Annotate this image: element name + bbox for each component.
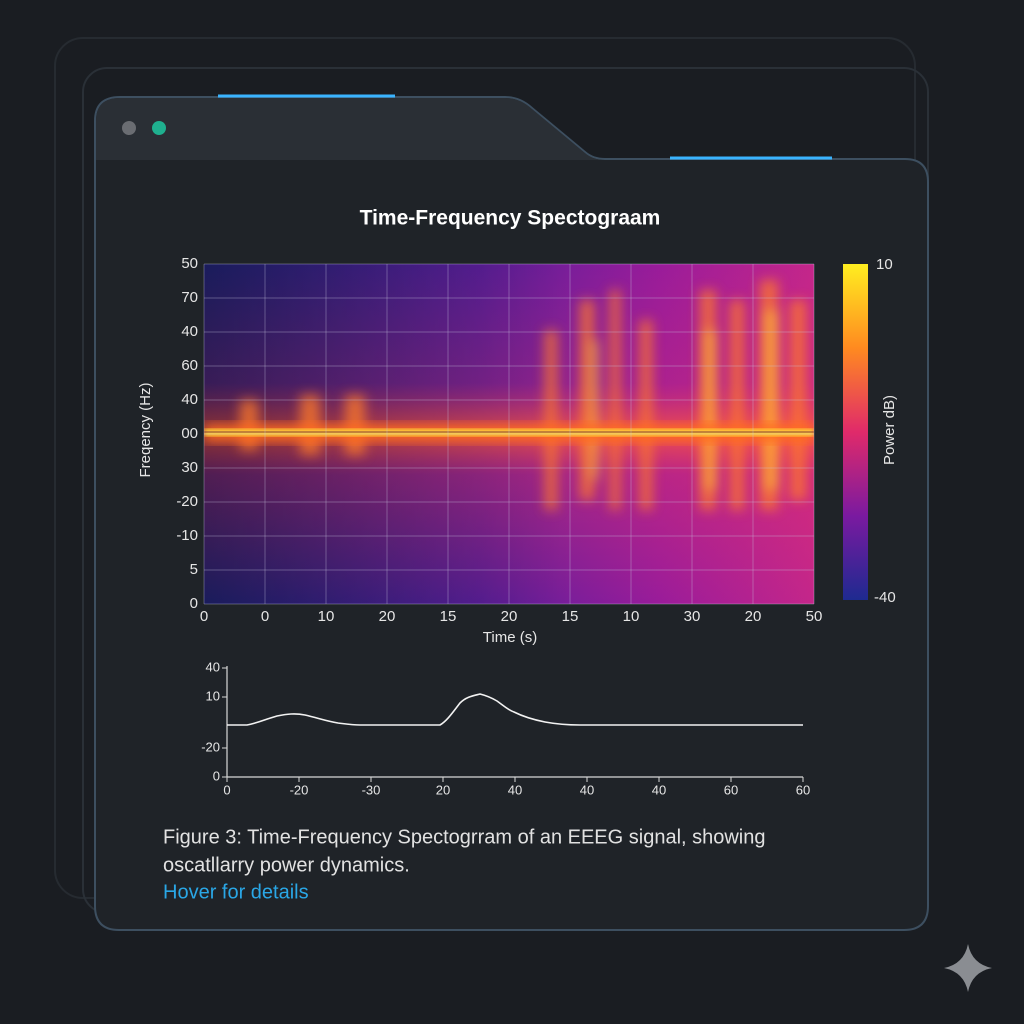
figure-title: Time-Frequency Spectograam: [360, 207, 661, 230]
y-tick-label: 00: [181, 425, 198, 442]
y-tick-label: 70: [181, 289, 198, 306]
x-tick-label: -30: [362, 782, 381, 797]
y-tick-label: 60: [181, 357, 198, 374]
x-tick-label: 0: [261, 608, 269, 625]
x-tick-label: 20: [745, 608, 762, 625]
window-dot[interactable]: [122, 121, 136, 135]
x-tick-label: 40: [652, 782, 666, 797]
x-tick-label: 20: [436, 782, 450, 797]
y-tick-label: 40: [181, 391, 198, 408]
caption-line: Figure 3: Time-Frequency Spectogrram of …: [163, 826, 766, 848]
y-tick-label: 40: [181, 323, 198, 340]
y-tick-label: -10: [176, 527, 198, 544]
y-tick-label: 10: [206, 688, 220, 703]
colorbar-min-label: -40: [874, 589, 896, 606]
grid: [203, 263, 815, 605]
trace-ticks: 40 10 -20 00 -20 -30 20 40 40 40 60 60: [201, 659, 810, 797]
caption-line: oscatllarry power dynamics.: [163, 854, 410, 876]
x-tick-label: 40: [508, 782, 522, 797]
x-tick-label: 60: [796, 782, 810, 797]
x-tick-label: 0: [223, 782, 230, 797]
x-tick-label: 60: [724, 782, 738, 797]
details-link[interactable]: Hover for details: [163, 881, 309, 903]
x-tick-label: -20: [290, 782, 309, 797]
spectrogram-image: [204, 264, 814, 604]
sparkle-icon: [944, 944, 992, 992]
y-tick-label: 50: [181, 255, 198, 272]
y-axis-label: Freqency (Hz): [137, 382, 154, 477]
x-tick-label: 20: [501, 608, 518, 625]
x-tick-label: 40: [580, 782, 594, 797]
x-tick-label: 30: [684, 608, 701, 625]
x-tick-label: 10: [318, 608, 335, 625]
y-tick-label: -20: [176, 493, 198, 510]
window-dot[interactable]: [152, 121, 166, 135]
x-axis-label: Time (s): [483, 629, 537, 646]
x-tick-label: 15: [440, 608, 457, 625]
trace-line: [227, 693, 803, 726]
y-tick-label: 0: [213, 768, 220, 783]
y-tick-label: -20: [201, 739, 220, 754]
tab-header: [96, 98, 605, 160]
x-tick-label: 50: [806, 608, 823, 625]
colorbar: [843, 264, 868, 600]
x-tick-label: 0: [200, 608, 208, 625]
colorbar-max-label: 10: [876, 256, 893, 273]
x-tick-label: 10: [623, 608, 640, 625]
y-tick-label: 40: [206, 659, 220, 674]
colorbar-label: Power dB): [881, 395, 898, 465]
y-tick-label: 5: [190, 561, 198, 578]
y-tick-label: 30: [181, 459, 198, 476]
y-tick-label: 0: [190, 595, 198, 612]
x-tick-label: 15: [562, 608, 579, 625]
x-tick-label: 20: [379, 608, 396, 625]
